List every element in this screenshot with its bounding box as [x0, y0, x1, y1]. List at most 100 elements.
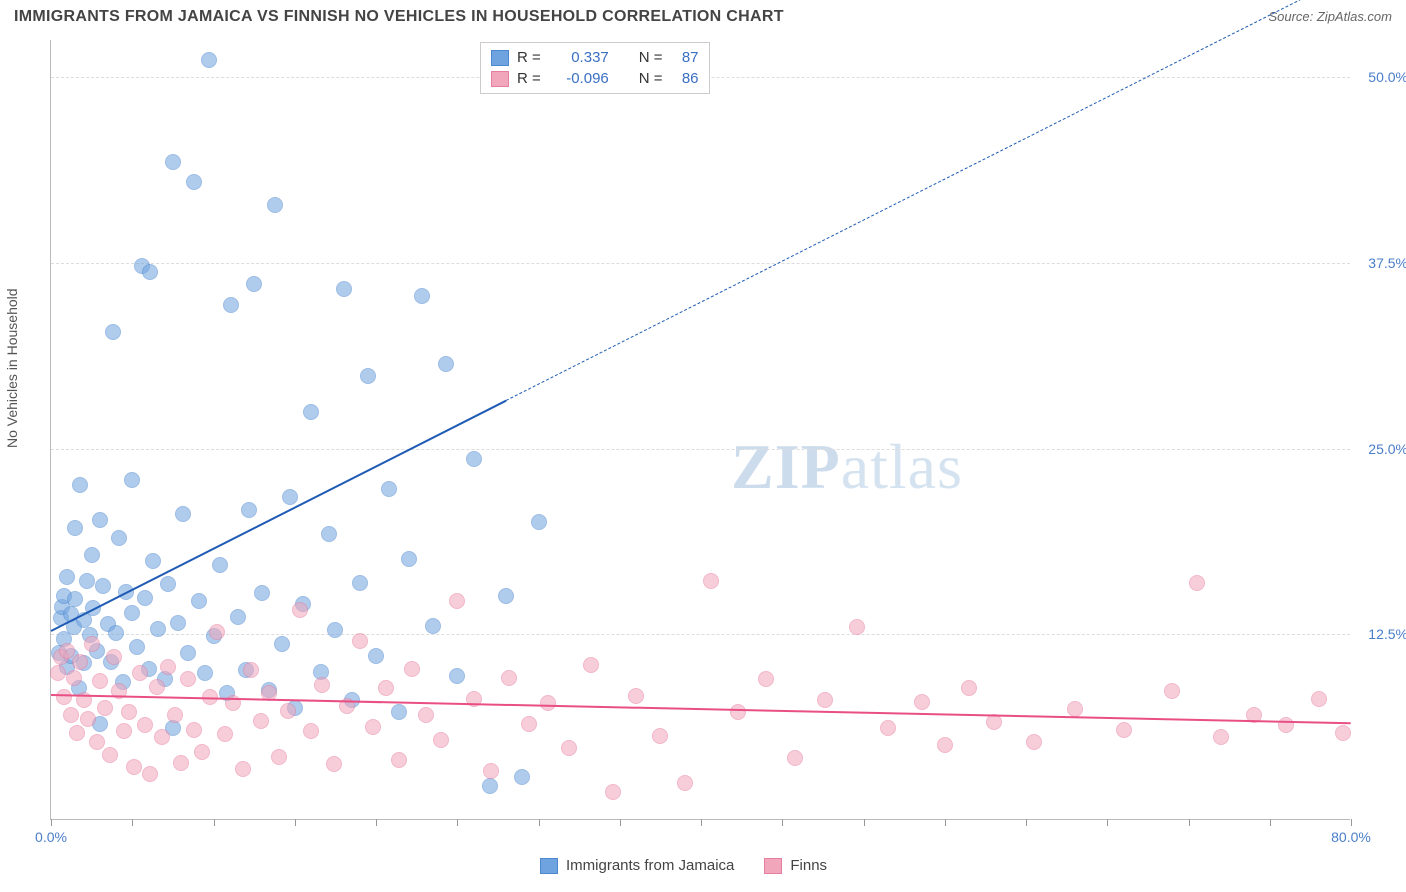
data-point [116, 723, 132, 739]
data-point [482, 778, 498, 794]
data-point [561, 740, 577, 756]
data-point [142, 766, 158, 782]
data-point [241, 502, 257, 518]
data-point [92, 673, 108, 689]
legend-row: R =0.337N =87 [491, 47, 699, 68]
data-point [137, 590, 153, 606]
data-point [303, 723, 319, 739]
data-point [352, 575, 368, 591]
x-tick [782, 819, 783, 826]
data-point [514, 769, 530, 785]
x-tick-label-min: 0.0% [35, 829, 67, 845]
data-point [66, 670, 82, 686]
x-tick [132, 819, 133, 826]
data-point [425, 618, 441, 634]
data-point [498, 588, 514, 604]
data-point [483, 763, 499, 779]
r-value: -0.096 [549, 70, 609, 87]
x-tick [864, 819, 865, 826]
data-point [126, 759, 142, 775]
data-point [521, 716, 537, 732]
data-point [72, 477, 88, 493]
data-point [378, 680, 394, 696]
data-point [154, 729, 170, 745]
data-point [401, 551, 417, 567]
data-point [160, 576, 176, 592]
data-point [628, 688, 644, 704]
data-point [145, 553, 161, 569]
data-point [404, 661, 420, 677]
legend-swatch [764, 858, 782, 874]
data-point [352, 633, 368, 649]
watermark: ZIPatlas [731, 430, 963, 504]
y-tick-label: 37.5% [1368, 255, 1406, 271]
data-point [1164, 683, 1180, 699]
data-point [368, 648, 384, 664]
data-point [267, 197, 283, 213]
trend-line [51, 400, 507, 632]
x-tick [376, 819, 377, 826]
data-point [59, 569, 75, 585]
source-label: Source: ZipAtlas.com [1268, 8, 1392, 26]
data-point [605, 784, 621, 800]
data-point [175, 506, 191, 522]
data-point [414, 288, 430, 304]
data-point [186, 722, 202, 738]
data-point [817, 692, 833, 708]
data-point [69, 725, 85, 741]
data-point [1335, 725, 1351, 741]
data-point [271, 749, 287, 765]
data-point [111, 530, 127, 546]
data-point [56, 689, 72, 705]
data-point [106, 649, 122, 665]
data-point [365, 719, 381, 735]
x-tick [701, 819, 702, 826]
watermark-bold: ZIP [731, 431, 841, 502]
n-value: 86 [671, 70, 699, 87]
data-point [254, 585, 270, 601]
data-point [391, 704, 407, 720]
data-point [124, 472, 140, 488]
x-tick-label-max: 80.0% [1331, 829, 1371, 845]
data-point [292, 602, 308, 618]
y-axis-label: No Vehicles in Household [4, 288, 20, 448]
data-point [102, 747, 118, 763]
data-point [253, 713, 269, 729]
data-point [466, 451, 482, 467]
data-point [677, 775, 693, 791]
data-point [142, 264, 158, 280]
data-point [531, 514, 547, 530]
gridline [51, 263, 1350, 264]
data-point [314, 677, 330, 693]
data-point [381, 481, 397, 497]
data-point [80, 711, 96, 727]
data-point [937, 737, 953, 753]
data-point [986, 714, 1002, 730]
data-point [84, 636, 100, 652]
series-legend: Immigrants from JamaicaFinns [540, 857, 827, 874]
data-point [173, 755, 189, 771]
x-tick [51, 819, 52, 826]
data-point [209, 624, 225, 640]
data-point [280, 703, 296, 719]
legend-swatch [540, 858, 558, 874]
data-point [79, 573, 95, 589]
data-point [433, 732, 449, 748]
data-point [1067, 701, 1083, 717]
data-point [1213, 729, 1229, 745]
correlation-legend: R =0.337N =87R =-0.096N =86 [480, 42, 710, 94]
data-point [540, 695, 556, 711]
data-point [150, 621, 166, 637]
data-point [652, 728, 668, 744]
x-tick [539, 819, 540, 826]
gridline [51, 634, 1350, 635]
n-value: 87 [671, 49, 699, 66]
data-point [449, 668, 465, 684]
gridline [51, 449, 1350, 450]
data-point [63, 707, 79, 723]
data-point [282, 489, 298, 505]
data-point [449, 593, 465, 609]
data-point [849, 619, 865, 635]
data-point [246, 276, 262, 292]
data-point [167, 707, 183, 723]
